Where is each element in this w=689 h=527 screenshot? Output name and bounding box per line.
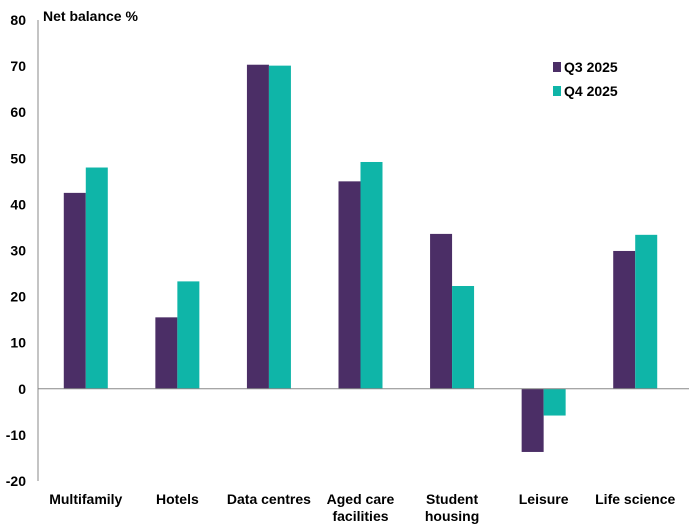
y-tick-label: 60 — [10, 104, 26, 120]
bar — [635, 234, 658, 389]
bar — [430, 233, 453, 389]
bar — [63, 192, 86, 389]
bar — [543, 388, 566, 416]
category-label: Multifamily — [49, 491, 122, 507]
legend-label: Q3 2025 — [564, 59, 618, 75]
bar — [85, 167, 108, 389]
y-tick-label: -10 — [6, 427, 26, 443]
legend: Q3 2025 Q4 2025 — [553, 59, 618, 99]
y-axis-label: Net balance % — [43, 8, 138, 24]
bar — [521, 388, 544, 452]
category-label: Student housing — [425, 491, 479, 524]
y-tick-label: 20 — [10, 289, 26, 305]
bars — [63, 64, 658, 452]
bar — [246, 64, 269, 389]
y-tick-label: -20 — [6, 473, 26, 489]
category-labels: Multifamily Hotels Data centres Aged care fa… — [49, 491, 675, 524]
category-label: Leisure — [519, 491, 569, 507]
legend-swatch — [553, 86, 561, 96]
bar — [268, 65, 291, 389]
bar — [360, 161, 383, 389]
legend-swatch — [553, 62, 561, 72]
y-axis-ticks: 80 70 60 50 40 30 20 10 0 -10 -20 — [6, 12, 26, 489]
y-tick-label: 0 — [18, 381, 26, 397]
y-tick-label: 30 — [10, 243, 26, 259]
category-label: Life science — [595, 491, 675, 507]
category-label: Data centres — [227, 491, 311, 507]
y-tick-label: 80 — [10, 12, 26, 28]
bar — [177, 281, 200, 389]
y-tick-label: 40 — [10, 196, 26, 212]
y-tick-label: 70 — [10, 58, 26, 74]
category-label: Aged care facilities — [327, 491, 395, 524]
y-tick-label: 10 — [10, 335, 26, 351]
bar — [155, 317, 178, 389]
bar — [613, 250, 636, 389]
legend-label: Q4 2025 — [564, 83, 618, 99]
category-label: Hotels — [156, 491, 199, 507]
y-tick-label: 50 — [10, 150, 26, 166]
bar — [338, 181, 361, 389]
bar — [452, 285, 475, 389]
